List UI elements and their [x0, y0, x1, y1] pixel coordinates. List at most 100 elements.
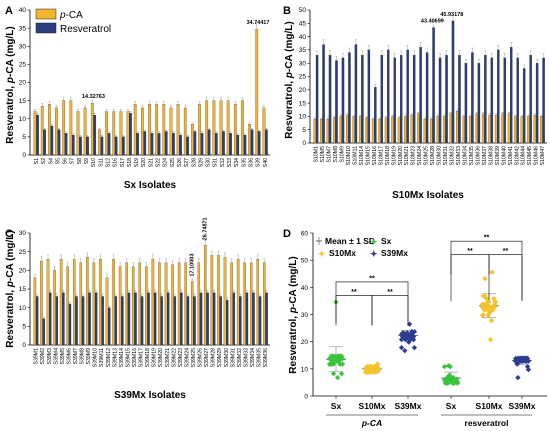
scatter-point: ◆: [518, 358, 524, 365]
y-tick-label: 20: [299, 87, 307, 94]
bar-pca: [230, 262, 233, 346]
x-tick-label: S10M9: [340, 146, 346, 163]
bar-pca: [105, 277, 109, 346]
panel-a-annotations: 14.32763 34.74417: [82, 20, 269, 100]
scatter-point: ◆: [487, 309, 493, 316]
y-tick-label: 20: [19, 268, 27, 275]
scatter-point: ◆: [329, 353, 335, 360]
scatter-point: ◆: [402, 334, 408, 341]
x-tick-label: S8: [77, 158, 83, 164]
x-tick-label: S7: [70, 158, 76, 164]
scatter-point: ◆: [400, 331, 406, 338]
significance-label: **: [467, 248, 473, 255]
y-tick-label: 0: [22, 342, 26, 349]
x-tick-label: S10M21: [404, 146, 410, 165]
scatter-point: ◆: [337, 353, 343, 360]
scatter-point: ◆: [522, 355, 528, 362]
bar-pca: [184, 262, 187, 346]
scatter-point: ◆: [371, 369, 377, 376]
bar-pca: [217, 255, 220, 346]
x-tick-label: S10M39: [495, 146, 501, 165]
y-tick-label: 50: [301, 258, 309, 265]
bar-pca: [126, 111, 130, 156]
scatter-point: ◆: [410, 334, 416, 341]
scatter-point: ◆: [328, 355, 334, 362]
scatter-point: ◆: [405, 330, 411, 337]
significance-bracket: [450, 240, 523, 302]
scatter-point: ◆: [519, 358, 525, 365]
x-tick-label: S10M23: [411, 146, 417, 165]
scatter-point: ◆: [513, 355, 519, 362]
x-tick-label: S39M8: [80, 348, 86, 365]
bar-pca: [527, 116, 530, 144]
bar-resveratrol: [335, 60, 338, 144]
bar-resveratrol: [160, 296, 163, 346]
scatter-point: ◆: [363, 365, 369, 372]
scatter-point: ◆: [330, 353, 336, 360]
panel-c-x-ticks: S39M1 S39M2 S39M3 S39M4 S39M5 S39M6 S39M7 S39M8…: [34, 348, 269, 367]
value-annotation: 17.10003: [189, 254, 195, 277]
scatter-point: ◆: [367, 364, 373, 371]
bar-pca: [391, 116, 394, 144]
bar-pca: [313, 118, 317, 144]
bar-pca: [520, 116, 524, 144]
legend-s10mx-label: S10Mx: [329, 248, 356, 258]
scatter-point: ◆: [407, 334, 413, 341]
bar-pca: [197, 262, 201, 346]
bar-resveratrol: [258, 296, 262, 346]
bar-pca: [397, 117, 401, 144]
scatter-point: ◆: [372, 366, 378, 373]
scatter-point: ◆: [373, 364, 379, 371]
bar-resveratrol: [542, 57, 545, 144]
panel-c-xlabel: S39Mx Isolates: [114, 390, 186, 401]
scatter-point: ◆: [369, 366, 375, 373]
scatter-point: ◆: [403, 334, 409, 341]
bar-pca: [148, 104, 151, 156]
bar-resveratrol: [100, 136, 104, 156]
bar-pca: [256, 259, 260, 346]
x-tick-label: S39Mx: [395, 401, 422, 411]
x-tick-label: S12: [105, 158, 111, 167]
bar-resveratrol: [535, 63, 539, 144]
scatter-point: ◆: [452, 377, 458, 384]
scatter-point: ◆: [407, 321, 413, 328]
bar-resveratrol: [121, 296, 124, 346]
x-tick-label: S10M37: [482, 146, 488, 165]
scatter-point: ◆: [411, 336, 417, 343]
panel-d-sd-bars: [326, 293, 532, 385]
scatter-point: ◆: [483, 304, 489, 311]
bar-pca: [164, 262, 168, 346]
bar-resveratrol: [265, 292, 268, 346]
bar-resveratrol: [522, 68, 526, 144]
scatter-point: ◆: [448, 377, 454, 384]
scatter-point: ◆: [328, 361, 334, 368]
scatter-point: ◆: [334, 355, 340, 362]
panel-a-legend: p-CA Resveratrol: [35, 8, 111, 35]
bar-pca: [255, 29, 259, 156]
scatter-point: ◆: [331, 370, 337, 377]
scatter-point: ◆: [399, 331, 405, 338]
panel-b-y-ticks: 0 5 10 15 20 25 30 35 40 45 50: [299, 7, 310, 147]
bar-resveratrol: [200, 133, 204, 156]
x-tick-label: S10M36: [475, 146, 481, 165]
x-tick-label: S10: [91, 158, 97, 167]
x-tick-label: S10M42: [514, 146, 520, 165]
x-tick-label: S10Mx: [359, 401, 386, 411]
scatter-point: ◆: [409, 331, 415, 338]
x-tick-label: S39M22: [171, 348, 177, 367]
scatter-point: ◆: [327, 361, 333, 368]
bar-resveratrol: [412, 55, 416, 144]
bar-pca: [112, 259, 115, 346]
scatter-point: ◆: [332, 355, 338, 362]
scatter-point: ◆: [486, 298, 492, 305]
scatter-point: ◆: [482, 307, 488, 314]
scatter-point: ◆: [369, 368, 375, 375]
x-tick-label: S29: [198, 158, 204, 167]
bar-resveratrol: [425, 52, 429, 144]
bar-resveratrol: [57, 129, 61, 156]
panel-d-x-ticks: Sx S10Mx S39Mx Sx S10Mx S39Mx: [331, 396, 536, 411]
x-tick-label: S10M17: [378, 146, 384, 165]
x-tick-label: S39M12: [106, 348, 112, 367]
bar-pca: [540, 116, 543, 144]
